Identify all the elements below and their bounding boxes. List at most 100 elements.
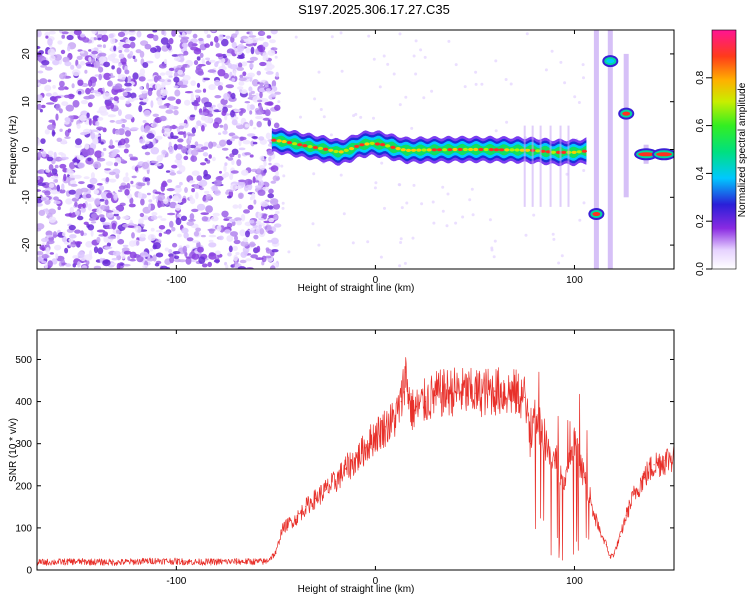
ridge-hotspot [535,149,541,153]
noise-speck [169,220,174,228]
noise-speck [245,47,251,54]
noise-speck [37,45,41,50]
faint-speck [461,215,465,219]
faint-speck [386,62,390,66]
noise-speck [190,155,198,162]
noise-speck [252,141,258,145]
noise-speck [233,239,241,245]
noise-speck [256,245,261,253]
noise-speck [186,144,192,149]
noise-speck [119,96,126,100]
noise-speck [230,183,238,191]
ridge-hotspot [499,148,505,152]
noise-speck [37,30,42,38]
snr-point [434,394,436,396]
noise-speck [84,143,90,150]
noise-speck [183,155,189,161]
noise-speck [165,170,171,173]
noise-speck [223,92,231,100]
noise-speck [110,37,116,44]
blob-core [656,152,673,157]
noise-speck [168,67,175,72]
noise-speck [141,223,145,227]
snr-point [494,390,496,392]
ridge-hotspot [400,148,406,152]
faint-speck [504,78,508,81]
noise-speck [231,78,236,82]
faint-speck [532,213,536,217]
noise-speck [144,177,151,182]
noise-speck [174,89,181,97]
noise-speck [242,140,251,145]
noise-speck [50,175,59,180]
noise-speck [203,169,208,177]
faint-speck [294,35,298,39]
ridge-hotspot [312,145,318,150]
noise-speck [197,70,204,76]
noise-speck [231,136,240,139]
ridge-hotspot [561,150,567,154]
faint-speck [412,54,416,58]
noise-speck [67,93,75,100]
colorbar-tick-label: 0.4 [695,166,706,180]
noise-speck [163,132,173,137]
snr-point [534,409,536,411]
noise-speck [69,234,77,239]
noise-speck [238,203,242,209]
noise-speck [208,59,216,63]
noise-speck [140,251,149,258]
noise-speck [210,41,214,46]
noise-speck [154,163,162,167]
noise-speck [190,114,196,118]
faint-speck [582,169,586,172]
snr-point [344,468,347,470]
noise-speck [238,179,246,183]
noise-speck [242,71,247,77]
noise-speck [39,109,43,113]
noise-speck [144,140,150,145]
noise-speck [124,48,130,53]
noise-speck [69,180,77,185]
faint-speck [524,233,528,237]
noise-speck [265,248,273,254]
noise-speck [160,89,168,97]
snr-point [384,426,386,428]
noise-speck [108,144,115,149]
noise-speck [173,76,180,83]
noise-speck [139,233,146,238]
noise-speck [236,220,243,226]
noise-speck [96,183,103,186]
snr-point [76,561,78,563]
noise-speck [45,35,49,39]
noise-speck [249,62,254,69]
noise-speck [238,81,245,86]
noise-speck [116,262,121,269]
faint-speck [366,240,370,244]
noise-speck [68,115,74,119]
noise-speck [221,147,229,151]
noise-speck [217,69,226,77]
noise-speck [47,79,52,83]
noise-speck [115,119,124,125]
noise-speck [77,215,84,221]
noise-speck [107,212,114,218]
noise-speck [178,122,187,126]
noise-speck [129,258,136,262]
snr-point [573,443,576,445]
noise-speck [241,61,248,67]
noise-speck [189,213,195,221]
noise-speck [225,84,234,89]
noise-speck [147,88,153,97]
noise-speck [239,229,246,237]
noise-speck [106,192,113,199]
noise-speck [237,192,244,199]
snr-point [195,561,197,563]
noise-speck [127,256,131,261]
noise-speck [47,38,53,46]
noise-speck [201,58,205,65]
noise-speck [115,140,120,143]
snr-point [653,464,655,466]
snr-point [424,401,426,403]
noise-speck [81,265,88,269]
ridge-hotspot [354,144,360,148]
